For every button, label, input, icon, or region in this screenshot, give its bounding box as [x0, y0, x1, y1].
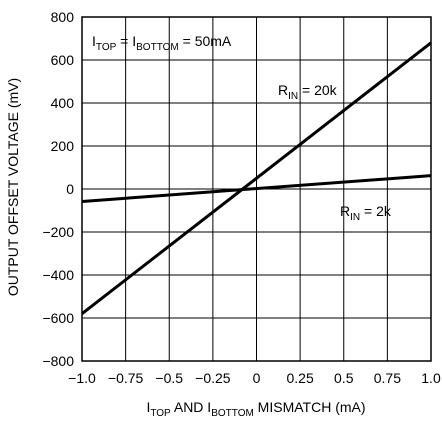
series-layer [81, 41, 432, 315]
x-tick-label: −0.25 [195, 370, 231, 386]
y-tick-label: −600 [42, 310, 74, 326]
x-tick-label: 1.0 [421, 370, 441, 386]
label-20k-base: R [278, 82, 288, 98]
y-tick-label: 800 [51, 9, 75, 25]
condition-mid: = I [116, 33, 136, 49]
condition-top-subscript: TOP [96, 42, 117, 53]
y-tick-label: 200 [51, 138, 75, 154]
label-20k-tail: = 20k [298, 82, 338, 98]
x-tick-label: 0.25 [287, 370, 314, 386]
label-2k-tail: = 2k [360, 203, 392, 219]
y-tick-label: 400 [51, 95, 75, 111]
x-axis-title: ITOP AND IBOTTOM MISMATCH (mA) [146, 399, 365, 419]
x-tick-label: −0.5 [155, 370, 183, 386]
xlabel-a: I [146, 399, 150, 415]
y-tick-label: −200 [42, 224, 74, 240]
y-tick-label: 0 [66, 181, 74, 197]
series-label-20k: RIN = 20k [278, 82, 338, 102]
series-line-rin-2k [81, 174, 432, 203]
y-tick-label: 600 [51, 52, 75, 68]
x-tick-label: 0 [253, 370, 261, 386]
series-label-2k: RIN = 2k [340, 203, 392, 223]
xlabel-c: MISMATCH (mA) [254, 399, 366, 415]
label-2k-sub: IN [350, 212, 360, 223]
y-tick-label: −400 [42, 267, 74, 283]
xlabel-a-sub: TOP [150, 408, 171, 419]
y-axis-title: OUTPUT OFFSET VOLTAGE (mV) [5, 78, 21, 296]
x-tick-label: 0.5 [334, 370, 354, 386]
xlabel-b: AND I [171, 399, 211, 415]
condition-annotation: ITOP = IBOTTOM = 50mA [92, 33, 232, 53]
label-20k-sub: IN [288, 91, 298, 102]
xlabel-b-sub: BOTTOM [211, 408, 254, 419]
condition-tail: = 50mA [179, 33, 232, 49]
x-tick-label: 0.75 [374, 370, 401, 386]
tick-labels: −1.0 −0.75 −0.5 −0.25 0 0.25 0.5 0.75 1.0 −800 −60… [42, 9, 440, 386]
plot-frame [81, 16, 432, 362]
label-2k-base: R [340, 203, 350, 219]
series-line-rin-20k [81, 41, 432, 315]
condition-bottom-subscript: BOTTOM [136, 42, 179, 53]
x-tick-label: −0.75 [108, 370, 144, 386]
x-tick-label: −1.0 [68, 370, 96, 386]
y-tick-label: −800 [42, 353, 74, 369]
condition-i-top: I [92, 33, 96, 49]
